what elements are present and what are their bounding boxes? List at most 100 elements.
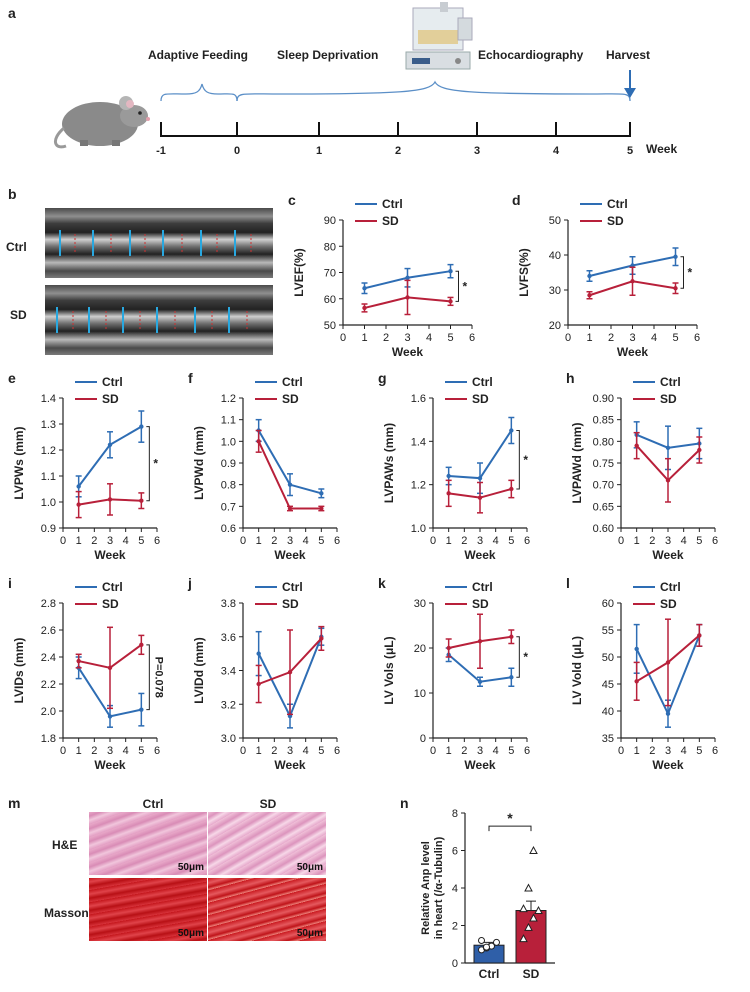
y-tick-label: 50 xyxy=(549,215,561,227)
legend-label-ctrl: Ctrl xyxy=(102,580,123,594)
data-point-ctrl xyxy=(493,938,500,946)
x-tick-label: 0 xyxy=(618,745,624,757)
significance-marker: * xyxy=(507,810,513,826)
data-point-ctrl xyxy=(76,484,81,489)
panel-label-n: n xyxy=(400,795,409,811)
significance-marker: P=0.078 xyxy=(152,657,164,698)
data-point-ctrl xyxy=(477,475,483,481)
y-tick-label: 30 xyxy=(549,285,561,297)
x-tick-label: 0 xyxy=(430,535,436,547)
y-tick-label: 2.6 xyxy=(41,625,56,637)
data-point-sd xyxy=(107,665,113,670)
y-tick-label: 0.75 xyxy=(593,458,614,470)
legend-label-ctrl: Ctrl xyxy=(282,580,303,594)
phase-label-harvest: Harvest xyxy=(606,48,650,62)
significance-bracket xyxy=(680,256,684,289)
significance-bracket xyxy=(516,636,520,678)
histology-image-masson-sd: 50μm xyxy=(208,878,326,941)
x-tick-label: 6 xyxy=(694,332,700,344)
legend-label-ctrl: Ctrl xyxy=(472,375,493,389)
x-tick-label: 0 xyxy=(340,332,346,344)
legend-label-sd: SD xyxy=(102,392,119,406)
phase-label-echocardiography: Echocardiography xyxy=(478,48,584,62)
data-point-ctrl xyxy=(139,707,144,712)
echo-row-label-sd: SD xyxy=(10,308,27,322)
y-tick-label: 45 xyxy=(602,679,614,691)
data-point-ctrl xyxy=(287,482,293,487)
y-tick-label: 10 xyxy=(414,688,426,700)
x-tick-label: 4 xyxy=(426,332,432,344)
sleep-deprivation-apparatus-illustration xyxy=(405,2,473,70)
x-tick-label: 6 xyxy=(712,745,718,757)
y-tick-label: 2 xyxy=(452,921,458,933)
panel-label-g: g xyxy=(378,370,387,386)
data-point-ctrl xyxy=(483,943,490,951)
legend-label-ctrl: Ctrl xyxy=(660,375,681,389)
panel-label-m: m xyxy=(8,795,21,811)
y-axis-title-line1: Relative Anp level xyxy=(420,841,432,935)
x-tick-label: 1 xyxy=(446,535,452,547)
significance-bracket xyxy=(488,825,532,832)
data-point-sd xyxy=(477,495,483,500)
histology-row-label-he: H&E xyxy=(52,838,78,852)
y-tick-label: 55 xyxy=(602,625,614,637)
y-tick-label: 0.6 xyxy=(221,523,236,535)
panel-label-i: i xyxy=(8,575,12,591)
legend-label-ctrl: Ctrl xyxy=(382,197,403,211)
y-tick-label: 1.0 xyxy=(41,497,56,509)
panel-label-e: e xyxy=(8,370,16,386)
chart-lvidd: 0 1 2 3 4 5 6 3.0 3.2 3.4 3.6 3.8 Week LVIDd (mm) Ctrl… xyxy=(192,580,340,772)
legend-label-ctrl: Ctrl xyxy=(607,197,628,211)
y-tick-label: 3.4 xyxy=(221,666,236,678)
y-axis-title: LVIDd (mm) xyxy=(192,637,206,703)
y-tick-label: 1.2 xyxy=(221,393,236,405)
data-point-ctrl xyxy=(446,473,451,479)
timeline-tick-label: -1 xyxy=(156,145,166,157)
x-tick-label: Ctrl xyxy=(479,967,500,981)
x-tick-label: 6 xyxy=(334,535,340,547)
y-axis-title: LVPWd (mm) xyxy=(192,426,206,500)
panel-label-a: a xyxy=(8,5,16,21)
x-tick-label: 3 xyxy=(477,745,483,757)
legend-label-sd: SD xyxy=(102,597,119,611)
x-tick-label: 1 xyxy=(634,535,640,547)
data-point-ctrl xyxy=(634,646,639,652)
x-tick-label: 5 xyxy=(508,745,514,757)
y-tick-label: 4 xyxy=(452,883,458,895)
data-point-ctrl xyxy=(509,428,514,433)
panel-label-h: h xyxy=(566,370,575,386)
y-tick-label: 1.0 xyxy=(221,436,236,448)
chart-anp-bar: 0 2 4 6 8 Relative Anp level in heart (/α-Tubu… xyxy=(420,808,555,981)
y-tick-label: 35 xyxy=(602,733,614,745)
y-tick-label: 0.85 xyxy=(593,415,614,427)
panel-label-j: j xyxy=(188,575,192,591)
x-tick-label: 0 xyxy=(60,745,66,757)
x-tick-label: 4 xyxy=(681,535,687,547)
chart-lvpawd: 0 1 2 3 4 5 6 0.60 0.65 0.70 0.75 0.80 0.85 0.90 Week L… xyxy=(570,375,718,562)
data-point-ctrl xyxy=(405,275,410,280)
data-point-sd xyxy=(524,922,533,931)
x-axis-title: Week xyxy=(274,758,305,772)
panel-label-c: c xyxy=(288,192,296,208)
y-tick-label: 1.1 xyxy=(221,415,236,427)
y-tick-label: 1.4 xyxy=(411,436,426,448)
x-axis-title: Week xyxy=(94,548,125,562)
histology-image-he-sd: 50μm xyxy=(208,812,326,875)
y-tick-label: 1.4 xyxy=(41,393,56,405)
y-tick-label: 0 xyxy=(452,958,458,970)
echo-image-ctrl xyxy=(45,208,273,278)
y-tick-label: 3.8 xyxy=(221,598,236,610)
data-point-sd xyxy=(509,634,514,639)
x-tick-label: 0 xyxy=(240,745,246,757)
legend-label-sd: SD xyxy=(282,597,299,611)
y-axis-title: LVPAWd (mm) xyxy=(570,423,584,504)
chart-lvpwd: 0 1 2 3 4 5 6 0.6 0.7 0.8 0.9 1.0 1.1 1.2 Week LVPWd (m… xyxy=(192,375,340,562)
data-point-sd xyxy=(673,286,678,291)
y-tick-label: 1.0 xyxy=(411,523,426,535)
x-tick-label: 2 xyxy=(383,332,389,344)
significance-marker: * xyxy=(523,650,528,664)
histology-column-label-sd: SD xyxy=(259,797,277,811)
panel-label-d: d xyxy=(512,192,521,208)
y-tick-label: 2.4 xyxy=(41,652,56,664)
